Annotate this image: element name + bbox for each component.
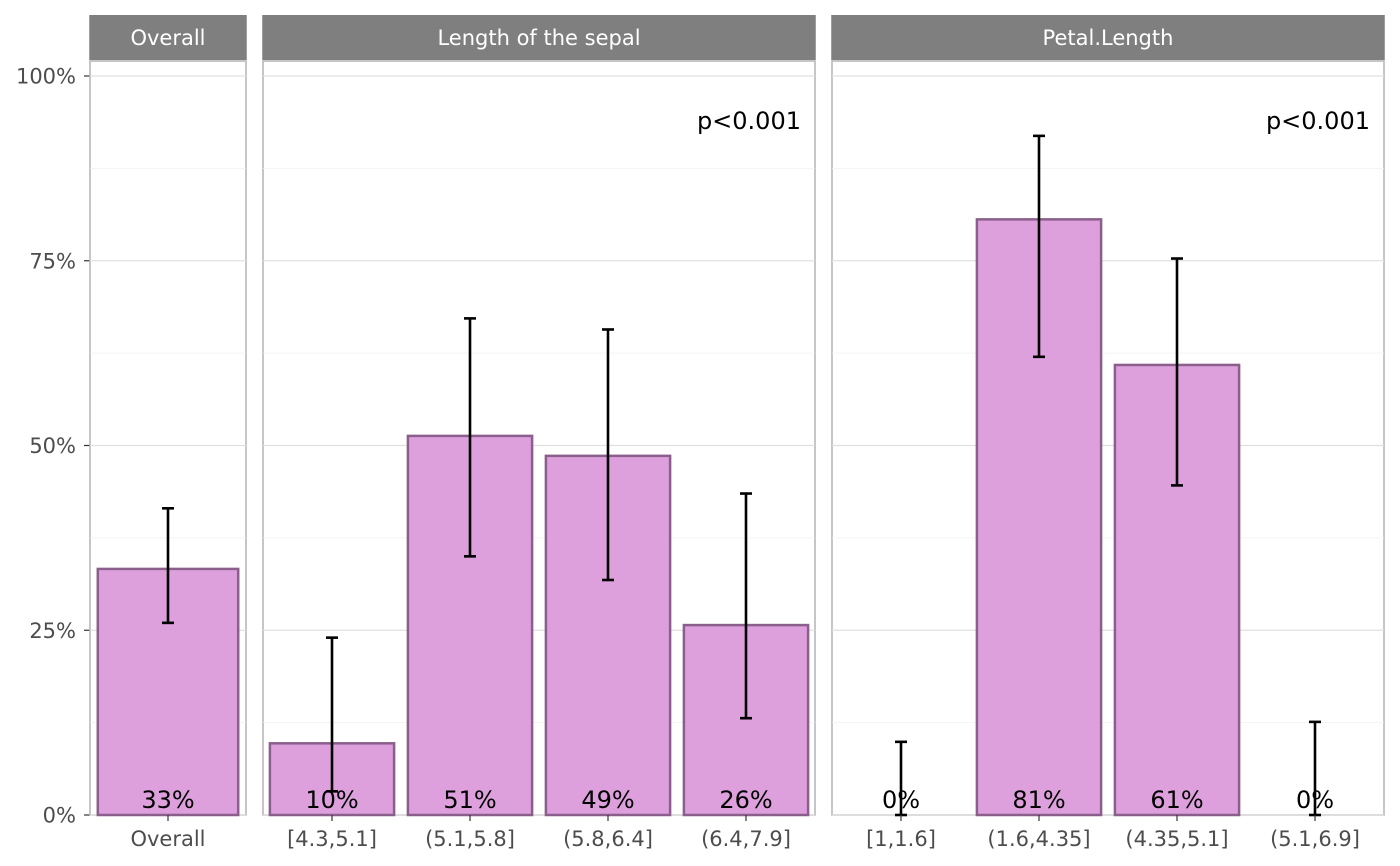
bar-value-label: 0% xyxy=(1296,786,1334,814)
error-bar xyxy=(1171,257,1183,487)
facet-strip-label: Length of the sepal xyxy=(437,26,640,50)
error-bar xyxy=(1033,134,1045,359)
facet-panel: Overall 33% Overall xyxy=(89,15,247,851)
y-tick-label: 25% xyxy=(29,619,76,643)
facet-panel: Petal.Length p<0.001 0% [1,1.6] 81% (1.6,4.35… xyxy=(831,15,1385,851)
bar-value-label: 51% xyxy=(443,786,496,814)
facet-strip xyxy=(262,15,816,60)
p-value-annotation: p<0.001 xyxy=(697,107,801,135)
facet-strip xyxy=(89,15,247,60)
facet-strip xyxy=(831,15,1385,60)
bar-value-label: 10% xyxy=(305,786,358,814)
panel-frame xyxy=(831,60,1385,816)
x-tick-label: (1.6,4.35] xyxy=(987,827,1090,851)
y-tick-label: 100% xyxy=(16,65,76,89)
error-bar xyxy=(326,636,338,793)
bar-value-label: 26% xyxy=(719,786,772,814)
facet-strip-label: Overall xyxy=(130,26,205,50)
y-tick-label: 0% xyxy=(43,804,76,828)
bar-value-label: 81% xyxy=(1012,786,1065,814)
x-tick-label: [1,1.6] xyxy=(866,827,936,851)
error-bar xyxy=(162,507,174,625)
facet-panel: Length of the sepal p<0.001 10% [4.3,5.1] 51… xyxy=(262,15,816,851)
facet-strip-label: Petal.Length xyxy=(1043,26,1174,50)
error-bar xyxy=(602,328,614,582)
bar-value-label: 61% xyxy=(1150,786,1203,814)
bar-value-label: 33% xyxy=(141,786,194,814)
x-tick-label: (5.8,6.4] xyxy=(563,827,653,851)
p-value-annotation: p<0.001 xyxy=(1266,107,1370,135)
x-tick-label: (5.1,5.8] xyxy=(425,827,515,851)
bar-value-label: 49% xyxy=(581,786,634,814)
error-bar xyxy=(464,317,476,558)
x-tick-label: (4.35,5.1] xyxy=(1125,827,1228,851)
y-tick-label: 75% xyxy=(29,249,76,273)
error-bar xyxy=(740,492,752,720)
bar-value-label: 0% xyxy=(882,786,920,814)
x-tick-label: [4.3,5.1] xyxy=(287,827,377,851)
x-tick-label: (5.1,6.9] xyxy=(1270,827,1360,851)
y-tick-label: 50% xyxy=(29,434,76,458)
x-tick-label: (6.4,7.9] xyxy=(701,827,791,851)
x-tick-label: Overall xyxy=(130,827,205,851)
